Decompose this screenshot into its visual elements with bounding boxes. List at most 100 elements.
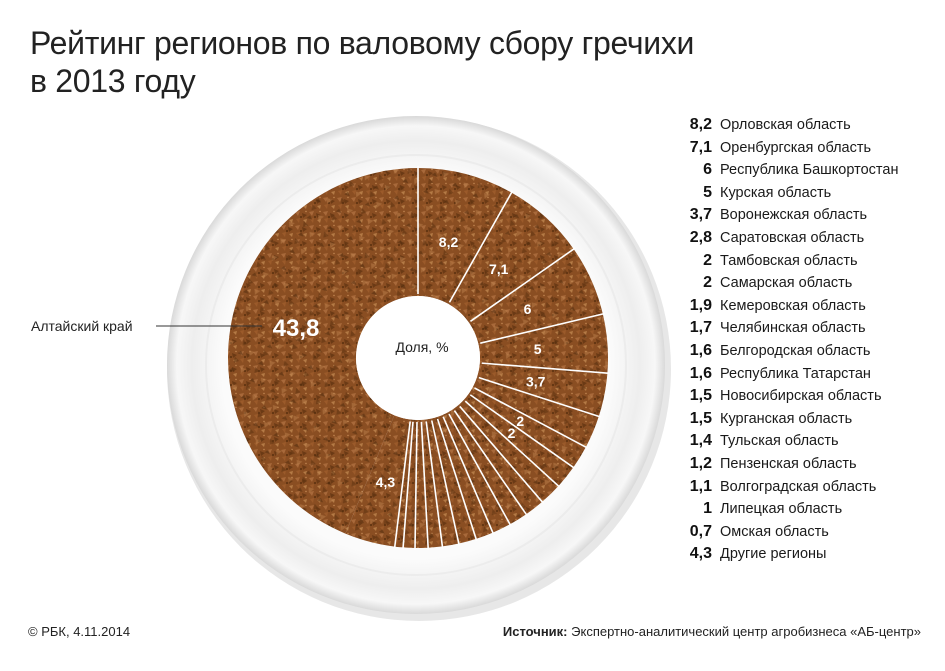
legend-value: 1,5 xyxy=(689,409,712,427)
legend-item: 2 Самарская область xyxy=(660,274,945,297)
legend: 8,2 Орловская область 7,1 Оренбургская обла… xyxy=(660,116,945,568)
legend-label: Курская область xyxy=(720,184,832,201)
pie-slice-texture xyxy=(468,387,586,468)
pie-slice-texture xyxy=(477,362,608,417)
slice-divider xyxy=(469,247,576,322)
center-label: Доля, % xyxy=(395,339,448,355)
legend-label: Оренбургская область xyxy=(720,139,872,156)
legend-item: 1,4 Тульская область xyxy=(660,432,945,455)
pie-slice-texture xyxy=(228,168,418,534)
legend-value: 6 xyxy=(703,161,712,179)
legend-item: 0,7 Омская область xyxy=(660,523,945,546)
slice-divider xyxy=(469,394,576,470)
slice-value-label: 5 xyxy=(534,341,542,357)
legend-value: 1,6 xyxy=(689,364,712,382)
pie-slice-texture xyxy=(436,414,493,539)
legend-label: Омская область xyxy=(720,523,829,540)
legend-label: Воронежская область xyxy=(720,207,868,224)
slice-divider xyxy=(448,190,514,303)
legend-value: 8,2 xyxy=(689,116,712,133)
slice-divider xyxy=(393,421,411,549)
legend-item: 1 Липецкая область xyxy=(660,500,945,523)
callout-label: Алтайский край xyxy=(31,318,133,334)
pie-slice-texture xyxy=(415,419,429,548)
pie-slice-texture xyxy=(472,377,599,448)
pie-slice-texture xyxy=(468,249,603,344)
legend-value: 1,9 xyxy=(689,296,712,314)
slice-value-label: 6 xyxy=(524,301,532,317)
legend-item: 1,5 Новосибирская область xyxy=(660,387,945,410)
pie-slice-texture xyxy=(448,408,527,525)
title-line-1: Рейтинг регионов по валовому сбору гречи… xyxy=(30,25,695,61)
slice-divider xyxy=(453,410,528,517)
pie-slice-texture xyxy=(403,419,418,548)
source-text: Экспертно-аналитический центр агробизнес… xyxy=(571,624,921,639)
legend-label: Орловская область xyxy=(720,117,851,133)
slice-value-label: 8,2 xyxy=(439,234,459,250)
slice-divider xyxy=(478,376,601,418)
legend-label: Кемеровская область xyxy=(720,297,866,314)
legend-item: 1,9 Кемеровская область xyxy=(660,297,945,320)
slice-divider xyxy=(436,418,478,542)
legend-item: 2,8 Саратовская область xyxy=(660,229,945,252)
plate-rim xyxy=(205,154,627,576)
legend-value: 0,7 xyxy=(689,522,712,540)
slice-divider xyxy=(448,413,512,527)
slice-divider xyxy=(430,420,461,546)
legend-value: 2,8 xyxy=(689,228,712,246)
slice-value-label: 4,3 xyxy=(376,474,396,490)
legend-item: 8,2 Орловская область xyxy=(660,116,945,139)
slice-divider xyxy=(420,421,430,550)
legend-value: 3,7 xyxy=(689,206,712,224)
slice-divider xyxy=(474,387,588,449)
slice-value-label: 2 xyxy=(508,425,516,441)
legend-label: Липецкая область xyxy=(720,501,843,518)
legend-label: Республика Башкортостан xyxy=(720,162,899,179)
legend-value: 7,1 xyxy=(689,138,712,156)
legend-item: 1,7 Челябинская область xyxy=(660,319,945,342)
legend-label: Саратовская область xyxy=(720,229,865,246)
slice-value-label: 7,1 xyxy=(489,261,509,277)
legend-label: Другие регионы xyxy=(720,546,827,563)
copyright: © РБК, 4.11.2014 xyxy=(28,624,131,639)
legend-item: 4,3 Другие регионы xyxy=(660,545,945,568)
pie-slice-texture xyxy=(442,412,510,533)
legend-value: 2 xyxy=(703,274,712,292)
legend-item: 1,1 Волгоградская область xyxy=(660,478,945,501)
slice-divider xyxy=(425,421,444,549)
legend-label: Волгоградская область xyxy=(720,478,877,495)
legend-value: 1,7 xyxy=(689,319,712,337)
pie-slice-texture xyxy=(478,313,608,374)
legend-label: Пензенская область xyxy=(720,455,857,472)
legend-value: 1,4 xyxy=(689,432,712,450)
legend-label: Республика Татарстан xyxy=(720,365,871,382)
legend-label: Белгородская область xyxy=(720,342,871,359)
legend-label: Тамбовская область xyxy=(720,252,858,269)
legend-value: 1 xyxy=(703,500,712,518)
donut-hole xyxy=(356,296,480,420)
legend-value: 1,1 xyxy=(689,477,712,495)
source-prefix: Источник: xyxy=(502,624,568,639)
legend-value: 1,5 xyxy=(689,387,712,405)
pie-slice-texture xyxy=(431,417,477,544)
legend-value: 5 xyxy=(703,183,712,201)
legend-value: 4,3 xyxy=(689,545,712,563)
title-line-2: в 2013 году xyxy=(30,63,196,99)
legend-item: 5 Курская область xyxy=(660,184,945,207)
legend-label: Самарская область xyxy=(720,275,853,292)
slice-divider xyxy=(481,362,610,375)
slice-divider xyxy=(459,405,545,504)
pie-slice-texture xyxy=(448,192,574,323)
pie-slice-texture xyxy=(463,393,574,486)
legend-item: 1,6 Республика Татарстан xyxy=(660,365,945,388)
slice-divider xyxy=(480,312,605,344)
slice-divider xyxy=(402,421,414,550)
legend-label: Курганская область xyxy=(720,410,853,427)
legend-item: 2 Тамбовская область xyxy=(660,252,945,275)
legend-item: 1,2 Пензенская область xyxy=(660,455,945,478)
slice-divider xyxy=(464,400,561,488)
legend-value: 1,6 xyxy=(689,341,712,359)
legend-label: Тульская область xyxy=(720,433,839,450)
legend-value: 2 xyxy=(703,251,712,269)
